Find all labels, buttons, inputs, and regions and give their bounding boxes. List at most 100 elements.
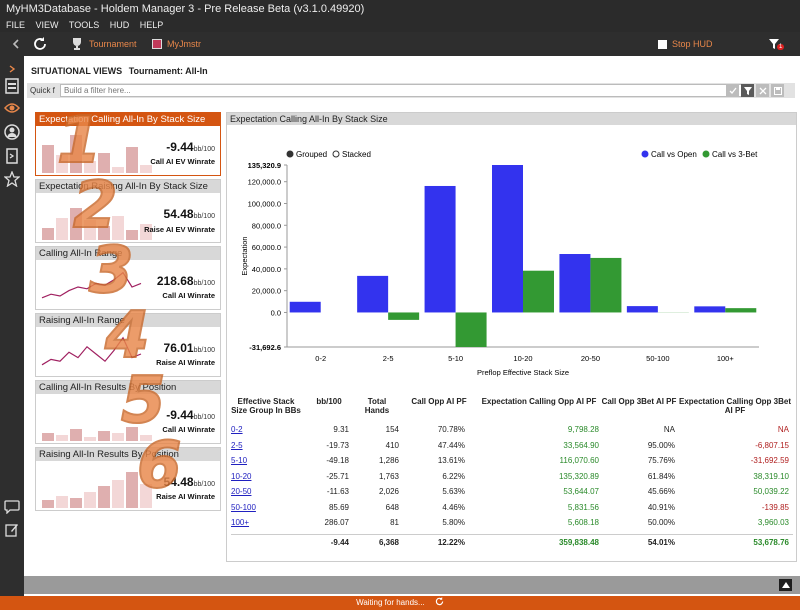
view-card-label: Raise AI Winrate bbox=[156, 492, 215, 501]
group-link[interactable]: 20-50 bbox=[231, 487, 252, 496]
view-card-value-number: 54.48 bbox=[163, 475, 194, 489]
view-card[interactable]: Calling All-In Results By Position -9.44b… bbox=[35, 380, 221, 444]
menu-help[interactable]: HELP bbox=[139, 20, 164, 30]
sparkline-line bbox=[41, 336, 142, 366]
back-button[interactable] bbox=[10, 32, 22, 56]
view-card[interactable]: Calling All-In Range 218.68bb/100 Call AI … bbox=[35, 246, 221, 310]
section-subtitle: Tournament: All-In bbox=[128, 66, 208, 76]
sparkline-bar bbox=[84, 161, 96, 173]
menu-tools[interactable]: TOOLS bbox=[68, 20, 100, 30]
view-card[interactable]: Raising All-In Results By Position 54.48b… bbox=[35, 447, 221, 511]
view-card-value-number: 76.01 bbox=[163, 341, 194, 355]
stop-hud-checkbox[interactable] bbox=[658, 39, 667, 49]
bar-call-vs-open[interactable] bbox=[559, 254, 591, 313]
view-card-sparkline bbox=[42, 208, 152, 240]
view-card[interactable]: Raising All-In Range 76.01bb/100 Raise AI … bbox=[35, 313, 221, 377]
table-row[interactable]: 10-20 -25.71 1,763 6.22% 135,320.89 61.84% 38,… bbox=[231, 469, 793, 484]
table-row[interactable]: 2-5 -19.73 410 47.44% 33,564.90 95.00% -6,807.… bbox=[231, 438, 793, 453]
view-card-value-number: -9.44 bbox=[166, 408, 194, 422]
tournament-button[interactable]: Tournament bbox=[70, 32, 137, 56]
sidebar-item-hud[interactable] bbox=[3, 146, 21, 166]
refresh-button[interactable] bbox=[32, 32, 48, 56]
sparkline-bar bbox=[84, 220, 96, 240]
bar-call-vs-3bet[interactable] bbox=[590, 257, 622, 313]
group-link[interactable]: 10-20 bbox=[231, 471, 252, 481]
table-cell: 75.76% bbox=[647, 456, 675, 465]
group-link[interactable]: 50-100 bbox=[231, 502, 256, 512]
main-area: SITUATIONAL VIEWS Tournament: All-In Qui… bbox=[24, 56, 800, 596]
view-card[interactable]: Expectation Calling All-In By Stack Size… bbox=[35, 112, 221, 176]
filter-apply-button[interactable] bbox=[726, 84, 739, 97]
filter-builder-button[interactable] bbox=[741, 84, 754, 97]
table-cell: -6,807.15 bbox=[755, 440, 789, 450]
bar-call-vs-3bet[interactable] bbox=[523, 270, 554, 313]
bar-call-vs-3bet[interactable] bbox=[388, 312, 420, 320]
quick-filter-input[interactable] bbox=[60, 84, 746, 97]
menu-hud[interactable]: HUD bbox=[109, 20, 130, 30]
x-tick-label: 100+ bbox=[717, 354, 735, 363]
view-card[interactable]: Expectation Raising All-In By Stack Size… bbox=[35, 179, 221, 243]
column-header[interactable]: Total Hands bbox=[364, 397, 390, 415]
sidebar-item-favorites[interactable] bbox=[3, 169, 21, 189]
column-header[interactable]: Call Opp AI PF bbox=[411, 397, 467, 406]
y-tick-label: 0.0 bbox=[271, 308, 281, 317]
table-cell: 53,644.07 bbox=[563, 487, 599, 496]
bar-call-vs-open[interactable] bbox=[694, 306, 726, 313]
bar-call-vs-open[interactable] bbox=[424, 185, 456, 313]
legend-item[interactable]: Call vs 3-Bet bbox=[702, 150, 759, 159]
group-link[interactable]: 0-2 bbox=[231, 425, 243, 434]
player-button[interactable]: MyJmstr bbox=[152, 32, 201, 56]
sidebar-item-notes[interactable] bbox=[3, 520, 21, 540]
table-row[interactable]: 50-100 85.69 648 4.46% 5,831.56 40.91% -139.85 bbox=[231, 500, 793, 515]
grouped-label: Grouped bbox=[296, 150, 327, 159]
menu-view[interactable]: VIEW bbox=[35, 20, 59, 30]
quick-filter-bar: Quick filt bbox=[27, 83, 795, 98]
group-link[interactable]: 5-10 bbox=[231, 456, 248, 465]
sparkline-bar bbox=[42, 145, 54, 173]
filter-save-button[interactable] bbox=[771, 84, 784, 97]
x-tick-label: 10-20 bbox=[513, 354, 532, 363]
player-label: MyJmstr bbox=[167, 39, 201, 49]
sidebar-expand-button[interactable] bbox=[3, 59, 21, 79]
filter-clear-button[interactable] bbox=[756, 84, 769, 97]
group-link[interactable]: 100+ bbox=[231, 518, 250, 527]
grouped-radio[interactable]: Grouped bbox=[286, 150, 328, 159]
collapse-button[interactable] bbox=[779, 579, 792, 591]
menu-file[interactable]: FILE bbox=[6, 20, 26, 30]
column-header[interactable]: Call Opp 3Bet AI PF bbox=[601, 397, 677, 406]
stop-hud-toggle[interactable]: Stop HUD bbox=[658, 32, 713, 56]
bar-call-vs-3bet[interactable] bbox=[455, 312, 487, 347]
legend-item[interactable]: Call vs Open bbox=[641, 150, 697, 159]
sidebar-item-situational-views[interactable] bbox=[3, 98, 21, 118]
x-tick-label: 20-50 bbox=[581, 354, 600, 363]
bar-call-vs-open[interactable] bbox=[626, 306, 658, 313]
y-tick-label: 100,000.0 bbox=[248, 199, 281, 208]
table-cell: 61.84% bbox=[647, 471, 675, 481]
column-header[interactable]: Effective Stack Size Group In BBs bbox=[231, 397, 301, 415]
step-number-overlay: 1 bbox=[56, 103, 103, 179]
table-cell: 95.00% bbox=[647, 440, 675, 450]
table-cell: -25.71 bbox=[326, 471, 349, 481]
table-row[interactable]: 100+ 286.07 81 5.80% 5,608.18 50.00% 3,960.03 bbox=[231, 515, 793, 530]
sidebar-item-chat[interactable] bbox=[3, 497, 21, 517]
table-row[interactable]: 0-2 9.31 154 70.78% 9,798.28 NA NA bbox=[231, 422, 793, 437]
column-header[interactable]: bb/100 bbox=[316, 397, 342, 406]
sidebar-item-reports[interactable] bbox=[3, 76, 21, 96]
table-row[interactable]: 5-10 -49.18 1,286 13.61% 116,070.60 75.76% -31… bbox=[231, 453, 793, 468]
sparkline-bar bbox=[70, 429, 82, 441]
sidebar-item-players[interactable] bbox=[3, 122, 21, 142]
bar-call-vs-3bet[interactable] bbox=[725, 308, 757, 313]
table-row[interactable]: 20-50 -11.63 2,026 5.63% 53,644.07 45.66% 50,0… bbox=[231, 484, 793, 499]
column-header[interactable]: Expectation Calling Opp 3Bet AI PF bbox=[678, 397, 791, 415]
bar-call-vs-open[interactable] bbox=[289, 301, 321, 313]
stacked-radio[interactable]: Stacked bbox=[332, 150, 371, 159]
filter-button[interactable]: 1 bbox=[768, 32, 785, 56]
radio-empty-icon bbox=[332, 150, 340, 158]
group-link[interactable]: 2-5 bbox=[231, 440, 243, 450]
step-number-overlay: 4 bbox=[104, 298, 151, 374]
bar-call-vs-open[interactable] bbox=[492, 165, 523, 313]
bar-call-vs-open[interactable] bbox=[357, 275, 389, 313]
sparkline-bar bbox=[42, 500, 54, 508]
column-header[interactable]: Expectation Calling Opp AI PF bbox=[481, 397, 597, 406]
step-number-overlay: 3 bbox=[88, 233, 135, 309]
